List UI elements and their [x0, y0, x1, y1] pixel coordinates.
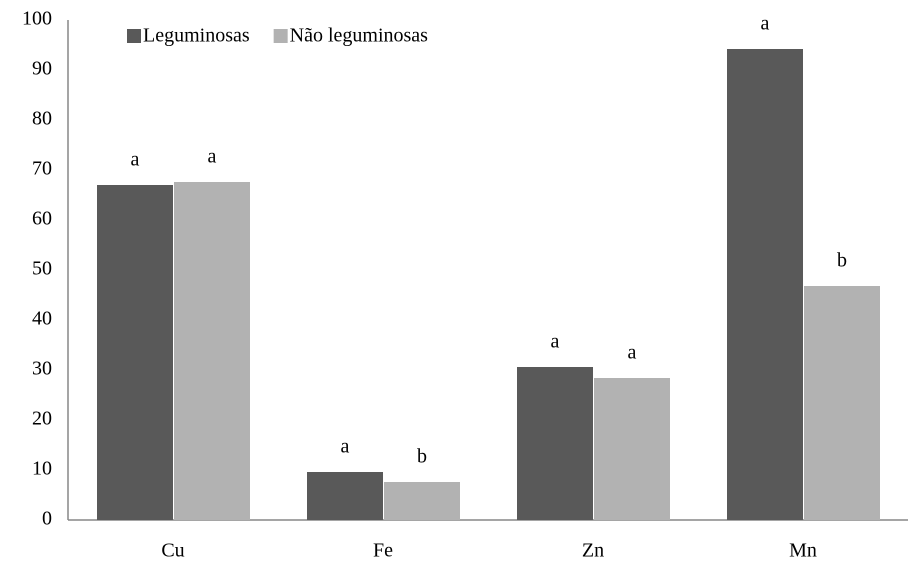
y-tick-label: 60: [32, 208, 52, 230]
y-tick-label: 70: [32, 158, 52, 180]
legend-label: Não leguminosas: [290, 25, 429, 47]
y-tick-label: 30: [32, 358, 52, 380]
significance-letter: a: [208, 146, 217, 168]
y-tick-label: 100: [22, 8, 52, 30]
bar: [384, 482, 460, 520]
y-tick-label: 40: [32, 308, 52, 330]
bar: [517, 367, 593, 520]
bar: [727, 49, 803, 520]
y-tick-label: 10: [32, 458, 52, 480]
significance-letter: b: [417, 446, 427, 468]
significance-letter: a: [761, 13, 770, 35]
significance-letter: b: [837, 250, 847, 272]
bar: [804, 286, 880, 520]
bar: [97, 185, 173, 520]
bar: [307, 472, 383, 520]
x-tick-label: Zn: [582, 540, 604, 562]
y-tick-label: 0: [42, 508, 52, 530]
legend-swatch: [127, 29, 141, 43]
significance-letter: a: [628, 342, 637, 364]
y-tick-label: 80: [32, 108, 52, 130]
y-tick-label: 20: [32, 408, 52, 430]
x-tick-label: Mn: [789, 540, 817, 562]
x-tick-label: Cu: [161, 540, 184, 562]
significance-letter: a: [131, 149, 140, 171]
x-tick-label: Fe: [373, 540, 393, 562]
bar: [174, 182, 250, 520]
bar: [594, 378, 670, 520]
y-tick-label: 50: [32, 258, 52, 280]
significance-letter: a: [551, 331, 560, 353]
legend-swatch: [273, 29, 288, 43]
legend-label: Leguminosas: [143, 25, 250, 47]
y-tick-label: 90: [32, 58, 52, 80]
significance-letter: a: [341, 436, 350, 458]
